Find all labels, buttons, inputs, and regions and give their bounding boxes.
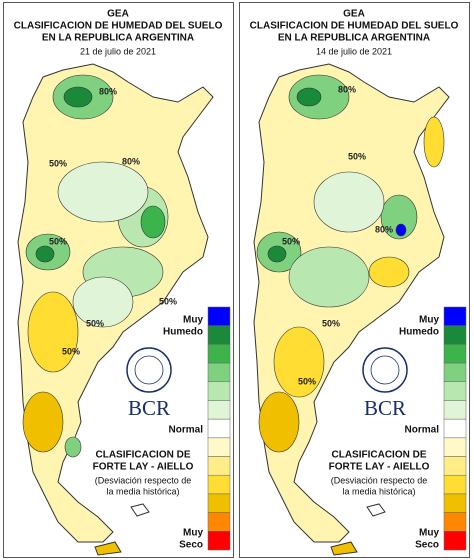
legend-swatch [207, 362, 231, 383]
seal [126, 347, 172, 393]
legend-label: Normal [169, 425, 204, 436]
legend-swatch [207, 512, 231, 532]
malvinas [366, 503, 386, 517]
seal-inner [134, 355, 164, 385]
legend-swatch [207, 344, 231, 364]
legend-swatch [207, 437, 231, 457]
legend-swatch [443, 344, 467, 364]
moisture-area [22, 391, 64, 453]
legend-label: Muy [419, 315, 439, 326]
moisture-area [258, 391, 300, 453]
legend-label: Muy [419, 528, 439, 539]
legend-swatch [207, 531, 231, 551]
contour-label: 50% [159, 296, 177, 306]
legend-swatch [443, 474, 467, 495]
legend-swatch [443, 493, 467, 513]
moisture-area [64, 436, 82, 458]
moisture-area [395, 223, 407, 237]
contour-label: 50% [282, 236, 300, 246]
logo: BCR [364, 396, 406, 420]
method-note: (Desviación respecto de [95, 475, 192, 485]
moisture-area [140, 205, 166, 239]
legend-swatch [207, 381, 231, 401]
map-title: EN LA REPUBLICA ARGENTINA [278, 33, 430, 44]
moisture-area [72, 276, 134, 328]
contour-label: 50% [348, 151, 366, 161]
contour-label: 50% [49, 158, 67, 168]
map-title: EN LA REPUBLICA ARGENTINA [42, 33, 194, 44]
legend-swatch [207, 418, 231, 439]
legend-swatch [443, 531, 467, 551]
contour-label: 50% [49, 236, 67, 246]
contour-label: 80% [375, 224, 393, 234]
legend-swatch [443, 418, 467, 439]
moisture-area [273, 326, 325, 398]
legend-label: Seco [415, 540, 439, 551]
map-date: 14 de julio de 2021 [316, 46, 392, 56]
method-note: la media histórica) [342, 486, 415, 496]
moisture-area [267, 245, 287, 263]
moisture-area [63, 86, 93, 108]
legend-label: Muy [183, 528, 203, 539]
legend-swatch [443, 381, 467, 401]
map-title: CLASIFICACION DE HUMEDAD DEL SUELO [250, 21, 459, 32]
legend-swatch [443, 437, 467, 457]
method-title: FORTE LAY - AIELLO [93, 462, 194, 473]
legend-label: Humedo [399, 327, 439, 338]
logo: BCR [128, 396, 170, 420]
method-title: FORTE LAY - AIELLO [329, 462, 430, 473]
moisture-area [35, 245, 55, 263]
map-date: 21 de julio de 2021 [80, 46, 156, 56]
legend-swatch [207, 306, 231, 326]
seal [362, 347, 408, 393]
method-note: (Desviación respecto de [331, 475, 428, 485]
legend-label: Muy [183, 315, 203, 326]
tierra-del-fuego [330, 541, 358, 556]
moisture-area [423, 116, 445, 168]
map-title: CLASIFICACION DE HUMEDAD DEL SUELO [14, 21, 223, 32]
seal-inner [370, 355, 400, 385]
contour-label: 50% [62, 346, 80, 356]
legend-swatch [443, 512, 467, 532]
malvinas [130, 503, 150, 517]
method-note: la media histórica) [106, 486, 179, 496]
legend-swatch [443, 362, 467, 383]
tierra-del-fuego [94, 541, 122, 556]
legend-swatch [207, 400, 231, 420]
contour-label: 80% [99, 86, 117, 96]
org-title: GEA [343, 9, 365, 20]
moisture-area [296, 87, 322, 107]
legend-swatch [207, 325, 231, 345]
moisture-area [368, 256, 410, 288]
method-title: CLASIFICACION DE [96, 450, 191, 461]
contour-label: 50% [322, 318, 340, 328]
legend-label: Normal [405, 425, 440, 436]
moisture-area [57, 161, 149, 223]
legend-swatch [443, 400, 467, 420]
moisture-area [313, 171, 385, 233]
legend-swatch [207, 493, 231, 513]
moisture-area [288, 246, 370, 308]
contour-label: 80% [122, 156, 140, 166]
legend-swatch [207, 456, 231, 476]
moisture-area [380, 194, 418, 240]
contour-label: 50% [86, 318, 104, 328]
contour-label: 50% [298, 376, 316, 386]
legend-label: Humedo [163, 327, 203, 338]
legend-swatch [443, 325, 467, 345]
method-title: CLASIFICACION DE [332, 450, 427, 461]
country-outline [253, 63, 450, 543]
legend-label: Seco [179, 540, 203, 551]
org-title: GEA [107, 9, 129, 20]
legend-swatch [443, 456, 467, 476]
moisture-area [27, 291, 79, 373]
legend-swatch [207, 474, 231, 495]
contour-label: 80% [338, 84, 356, 94]
legend-swatch [443, 306, 467, 326]
